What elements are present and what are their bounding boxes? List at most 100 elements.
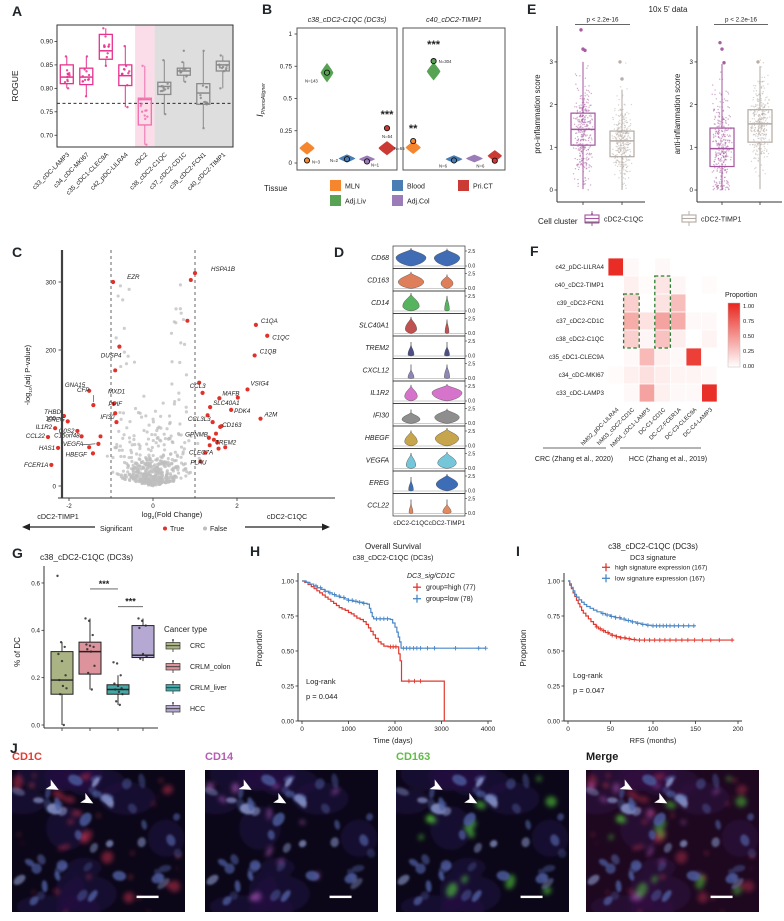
svg-text:SLC40A1: SLC40A1	[359, 322, 389, 329]
svg-text:False: False	[210, 526, 227, 533]
svg-text:GNA15: GNA15	[65, 382, 86, 389]
svg-text:N=65: N=65	[394, 146, 405, 151]
svg-text:0.0: 0.0	[468, 309, 475, 315]
svg-text:CFP: CFP	[77, 387, 90, 394]
svg-text:low signature expression (167): low signature expression (167)	[615, 576, 705, 583]
svg-text:100: 100	[45, 415, 56, 422]
svg-text:2.5: 2.5	[468, 339, 475, 345]
svg-text:0.00: 0.00	[743, 364, 754, 370]
svg-text:0.0: 0.0	[468, 264, 475, 270]
svg-text:0.2: 0.2	[31, 675, 40, 682]
panel-letter-g: G	[12, 545, 23, 561]
svg-text:0.00: 0.00	[547, 718, 560, 725]
svg-text:MXD1: MXD1	[108, 389, 125, 396]
arrowhead-marker	[429, 779, 443, 790]
svg-text:N=6: N=6	[439, 163, 448, 168]
svg-text:1000: 1000	[341, 726, 356, 733]
svg-text:CCL22: CCL22	[26, 433, 46, 440]
svg-text:2000: 2000	[388, 726, 403, 733]
svg-text:0.75: 0.75	[40, 109, 53, 116]
svg-text:N=6: N=6	[476, 163, 485, 168]
svg-text:HCC: HCC	[190, 706, 205, 713]
svg-text:0.0: 0.0	[468, 286, 475, 292]
svg-text:PLAU: PLAU	[190, 460, 207, 467]
svg-text:IL1R2: IL1R2	[36, 424, 53, 431]
svg-text:CD68: CD68	[371, 255, 389, 262]
svg-text:CCL22: CCL22	[367, 502, 389, 509]
svg-text:C1QC: C1QC	[272, 335, 290, 342]
svg-text:N=54: N=54	[382, 134, 393, 139]
svg-text:c38_cDC2-C1QC: c38_cDC2-C1QC	[556, 336, 605, 343]
svg-text:0.4: 0.4	[31, 628, 40, 635]
svg-text:1.00: 1.00	[547, 578, 560, 585]
svg-text:HBEGF: HBEGF	[365, 435, 390, 442]
svg-text:2.5: 2.5	[468, 474, 475, 480]
panel-km-h: Overall Survival c38_cDC2-C1QC (DC3s) 1.00…	[255, 542, 496, 745]
svg-text:C15orf48: C15orf48	[54, 432, 80, 439]
svg-text:Blood: Blood	[407, 184, 425, 191]
svg-text:0.80: 0.80	[40, 86, 53, 93]
figure-panels: 0.90 0.85 0.80 0.75 0.70 ROGUE c33_cDC-LAMP3 c3…	[10, 5, 782, 912]
svg-text:***: ***	[125, 597, 136, 607]
svg-text:Cancer type: Cancer type	[164, 625, 208, 634]
micrograph-cd1c	[12, 770, 185, 912]
svg-text:Proportion: Proportion	[255, 630, 264, 667]
panel-letter-d: D	[334, 244, 345, 260]
panel-b-phenoaligner: 1 0.75 0.5 0.25 0 IPhenoAligner c38_cDC2-C1QC …	[255, 17, 506, 206]
svg-text:0.25: 0.25	[743, 349, 754, 355]
svg-text:IPhenoAligner: IPhenoAligner	[255, 83, 267, 117]
svg-text:-log10(adj P-value): -log10(adj P-value)	[23, 344, 34, 405]
svg-text:CD14: CD14	[371, 300, 389, 307]
svg-text:EREG: EREG	[47, 416, 65, 423]
svg-text:p = 0.044: p = 0.044	[306, 692, 338, 701]
svg-text:0: 0	[151, 503, 155, 510]
svg-text:high signature expression (167: high signature expression (167)	[615, 565, 707, 572]
panel-letter-a: A	[12, 3, 23, 19]
svg-text:1: 1	[549, 145, 553, 152]
legend-key-0	[584, 211, 600, 226]
svg-text:HAS1: HAS1	[39, 445, 55, 452]
svg-text:0.25: 0.25	[281, 683, 294, 690]
svg-text:CXCL12: CXCL12	[363, 367, 390, 374]
svg-text:c34_cDC-MKI67: c34_cDC-MKI67	[559, 372, 605, 379]
svg-text:100: 100	[648, 726, 659, 733]
svg-text:cDC2-C1QC: cDC2-C1QC	[393, 520, 429, 527]
svg-text:Pri.CT: Pri.CT	[473, 184, 494, 191]
svg-text:0.5: 0.5	[283, 96, 292, 103]
svg-text:N=1: N=1	[371, 162, 380, 167]
svg-text:G0S2: G0S2	[59, 428, 75, 435]
svg-text:Overall Survival: Overall Survival	[365, 542, 421, 551]
arrowhead-marker	[273, 792, 287, 804]
svg-text:2: 2	[549, 102, 553, 109]
svg-text:0.85: 0.85	[40, 62, 53, 69]
svg-text:C1QB: C1QB	[260, 348, 277, 355]
svg-text:10x 5' data: 10x 5' data	[649, 5, 688, 14]
svg-text:c38_cDC2-C1QC (DC3s): c38_cDC2-C1QC (DC3s)	[608, 542, 698, 551]
svg-text:0.75: 0.75	[280, 63, 293, 70]
svg-text:cDC2-C1QC: cDC2-C1QC	[267, 512, 307, 521]
svg-text:2.5: 2.5	[468, 384, 475, 390]
svg-text:PPIF: PPIF	[108, 401, 123, 408]
micrograph-merge	[586, 770, 759, 912]
significant-legend: Significant True False	[100, 526, 227, 533]
svg-text:4000: 4000	[481, 726, 496, 733]
svg-text:2.5: 2.5	[468, 294, 475, 300]
svg-text:DC3 signature: DC3 signature	[630, 553, 676, 562]
svg-text:CLEC7A: CLEC7A	[189, 450, 213, 457]
svg-text:0: 0	[566, 726, 570, 733]
svg-text:0.0: 0.0	[468, 354, 475, 360]
svg-text:ROGUE: ROGUE	[10, 70, 20, 102]
arrowhead-marker	[619, 779, 633, 790]
panel-g-percent-dc-boxplot: c38_cDC2-C1QC (DC3s) 0.6 0.4 0.2 0.0 % of DC *…	[13, 552, 231, 731]
panel-letter-b: B	[262, 1, 273, 17]
svg-text:SLC40A1: SLC40A1	[213, 400, 240, 407]
svg-text:IFI30: IFI30	[373, 412, 389, 419]
svg-text:2.5: 2.5	[468, 497, 475, 503]
micrograph-cd163	[396, 770, 569, 912]
svg-text:0.6: 0.6	[31, 580, 40, 587]
svg-text:2.5: 2.5	[468, 249, 475, 255]
svg-text:2.5: 2.5	[468, 272, 475, 278]
svg-text:0.0: 0.0	[468, 399, 475, 405]
svg-text:c40_cDC2-TIMP1: c40_cDC2-TIMP1	[186, 151, 227, 192]
